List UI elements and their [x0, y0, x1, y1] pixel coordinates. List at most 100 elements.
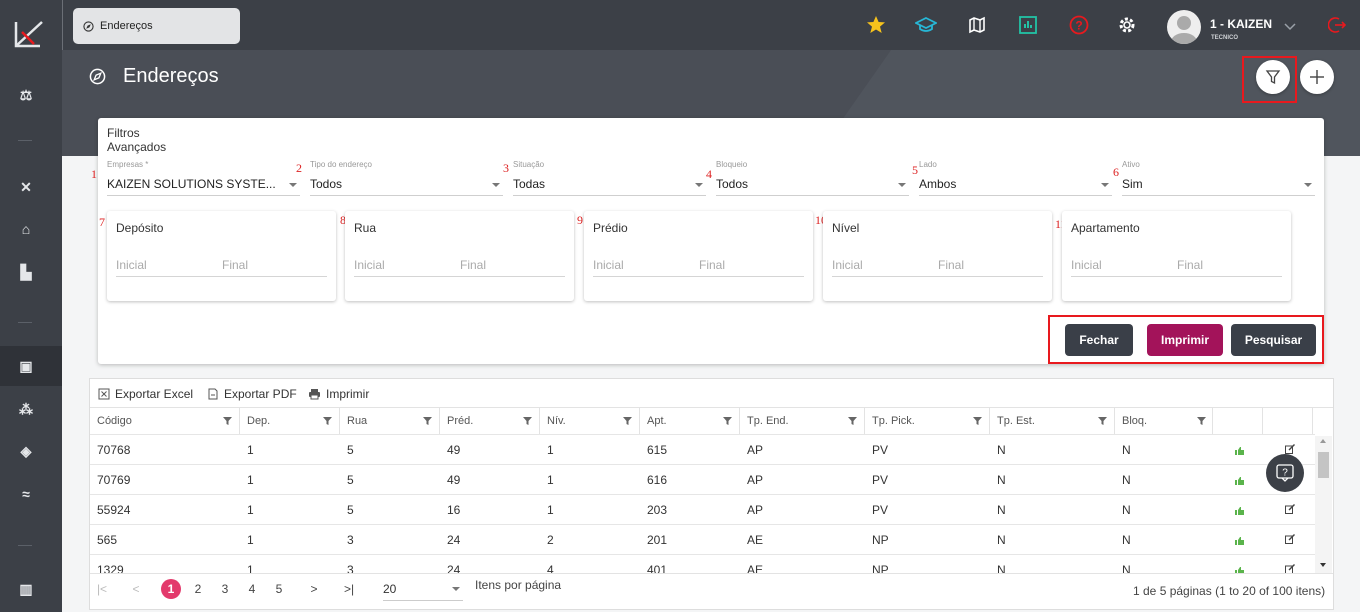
scroll-up-icon[interactable]	[1320, 439, 1326, 443]
thumbs-up-icon[interactable]	[1235, 534, 1245, 545]
deposito-to-input[interactable]: Final	[222, 258, 249, 272]
chevron-down-icon[interactable]	[452, 587, 460, 591]
column-header[interactable]: Tp. Est.	[990, 408, 1115, 434]
page-3[interactable]: 3	[221, 582, 229, 596]
column-header[interactable]: Tp. End.	[740, 408, 865, 434]
chevron-down-icon[interactable]	[898, 183, 906, 187]
lado-select[interactable]: Ambos	[919, 177, 957, 191]
report-icon[interactable]: ▥	[19, 581, 33, 597]
gear-icon[interactable]	[1116, 14, 1138, 36]
print-button[interactable]: Imprimir	[1147, 324, 1223, 356]
table-row[interactable]: 1329 1 3 24 4 401 AE NP N N	[90, 554, 1315, 574]
column-header[interactable]: Dep.	[240, 408, 340, 434]
table-row[interactable]: 70768 1 5 49 1 615 AP PV N N	[90, 434, 1315, 464]
chevron-down-icon[interactable]	[1304, 183, 1312, 187]
chart-icon[interactable]	[1017, 14, 1039, 36]
filter-icon[interactable]	[1197, 417, 1206, 425]
vertical-scrollbar[interactable]	[1315, 436, 1332, 574]
first-page-icon[interactable]: |<	[96, 582, 108, 596]
kit-icon[interactable]: ⚖	[19, 87, 33, 103]
page-5[interactable]: 5	[275, 582, 283, 596]
column-header[interactable]: Código	[90, 408, 240, 434]
export-excel-button[interactable]: Exportar Excel	[98, 387, 193, 401]
next-page-icon[interactable]: >	[310, 582, 318, 596]
nivel-to-input[interactable]: Final	[938, 258, 965, 272]
page-size-select[interactable]: 20	[383, 582, 397, 596]
flow-icon[interactable]: ≈	[22, 486, 30, 502]
chevron-down-icon[interactable]	[1279, 16, 1301, 38]
chevron-down-icon[interactable]	[695, 183, 703, 187]
tab-enderecos[interactable]: Endereços	[73, 8, 240, 44]
thumbs-up-icon[interactable]	[1235, 474, 1245, 485]
column-header[interactable]: Nív.	[540, 408, 640, 434]
bloqueio-select[interactable]: Todos	[716, 177, 749, 191]
filter-icon[interactable]	[973, 417, 982, 425]
thumbs-up-icon[interactable]	[1235, 564, 1245, 574]
address-icon[interactable]: ▣	[19, 358, 33, 374]
scroll-thumb[interactable]	[1318, 452, 1329, 478]
tag-icon[interactable]: ◈	[20, 443, 32, 459]
scroll-down-icon[interactable]	[1320, 563, 1326, 567]
user-name[interactable]: 1 - KAIZEN	[1210, 17, 1273, 31]
predio-to-input[interactable]: Final	[699, 258, 726, 272]
nivel-from-input[interactable]: Inicial	[832, 258, 863, 272]
page-4[interactable]: 4	[248, 582, 256, 596]
page-1[interactable]: 1	[161, 579, 181, 599]
filter-icon[interactable]	[723, 417, 732, 425]
avatar[interactable]	[1167, 10, 1201, 44]
column-header[interactable]: Rua	[340, 408, 440, 434]
table-row[interactable]: 55924 1 5 16 1 203 AP PV N N	[90, 494, 1315, 524]
rua-to-input[interactable]: Final	[460, 258, 487, 272]
last-page-icon[interactable]: >|	[343, 582, 355, 596]
column-header[interactable]: Apt.	[640, 408, 740, 434]
empresas-select[interactable]: KAIZEN SOLUTIONS SYSTE...	[107, 177, 276, 191]
export-pdf-button[interactable]: Exportar PDF	[207, 387, 297, 401]
situacao-select[interactable]: Todas	[513, 177, 546, 191]
apartamento-to-input[interactable]: Final	[1177, 258, 1204, 272]
graduation-cap-icon[interactable]	[915, 14, 937, 36]
filter-icon[interactable]	[223, 417, 232, 425]
logout-icon[interactable]	[1326, 14, 1348, 36]
apartamento-from-input[interactable]: Inicial	[1071, 258, 1102, 272]
hierarchy-icon[interactable]: ⁂	[19, 401, 33, 417]
grid-print-button[interactable]: Imprimir	[308, 387, 369, 401]
edit-icon[interactable]	[1285, 533, 1295, 547]
filter-button[interactable]	[1256, 60, 1290, 94]
help-icon[interactable]: ?	[1068, 14, 1090, 36]
filter-icon[interactable]	[623, 417, 632, 425]
ativo-select[interactable]: Sim	[1122, 177, 1143, 191]
table-row[interactable]: 70769 1 5 49 1 616 AP PV N N	[90, 464, 1315, 494]
edit-icon[interactable]	[1285, 503, 1295, 517]
map-icon[interactable]	[966, 14, 988, 36]
filter-icon[interactable]	[423, 417, 432, 425]
column-header[interactable]: Tp. Pick.	[865, 408, 990, 434]
star-icon[interactable]	[865, 14, 887, 36]
edit-icon[interactable]	[1285, 443, 1295, 457]
buildings-icon[interactable]: ▙	[20, 264, 32, 280]
chat-help-button[interactable]: ?	[1266, 454, 1304, 492]
filter-icon[interactable]	[323, 417, 332, 425]
tools-icon[interactable]: ✕	[20, 179, 32, 195]
page-2[interactable]: 2	[194, 582, 202, 596]
warehouse-icon[interactable]: ⌂	[21, 221, 31, 237]
add-button[interactable]	[1300, 60, 1334, 94]
thumbs-up-icon[interactable]	[1235, 444, 1245, 455]
chevron-down-icon[interactable]	[1101, 183, 1109, 187]
filter-icon[interactable]	[523, 417, 532, 425]
deposito-from-input[interactable]: Inicial	[116, 258, 147, 272]
column-header[interactable]: Bloq.	[1115, 408, 1213, 434]
tipo-endereco-select[interactable]: Todos	[310, 177, 343, 191]
predio-from-input[interactable]: Inicial	[593, 258, 624, 272]
table-row[interactable]: 565 1 3 24 2 201 AE NP N N	[90, 524, 1315, 554]
filter-icon[interactable]	[1098, 417, 1107, 425]
column-header[interactable]: Préd.	[440, 408, 540, 434]
thumbs-up-icon[interactable]	[1235, 504, 1245, 515]
filter-icon[interactable]	[848, 417, 857, 425]
logo[interactable]	[12, 18, 46, 50]
chevron-down-icon[interactable]	[289, 183, 297, 187]
close-button[interactable]: Fechar	[1065, 324, 1133, 356]
search-button[interactable]: Pesquisar	[1231, 324, 1316, 356]
rua-from-input[interactable]: Inicial	[354, 258, 385, 272]
prev-page-icon[interactable]: <	[132, 582, 140, 596]
chevron-down-icon[interactable]	[492, 183, 500, 187]
